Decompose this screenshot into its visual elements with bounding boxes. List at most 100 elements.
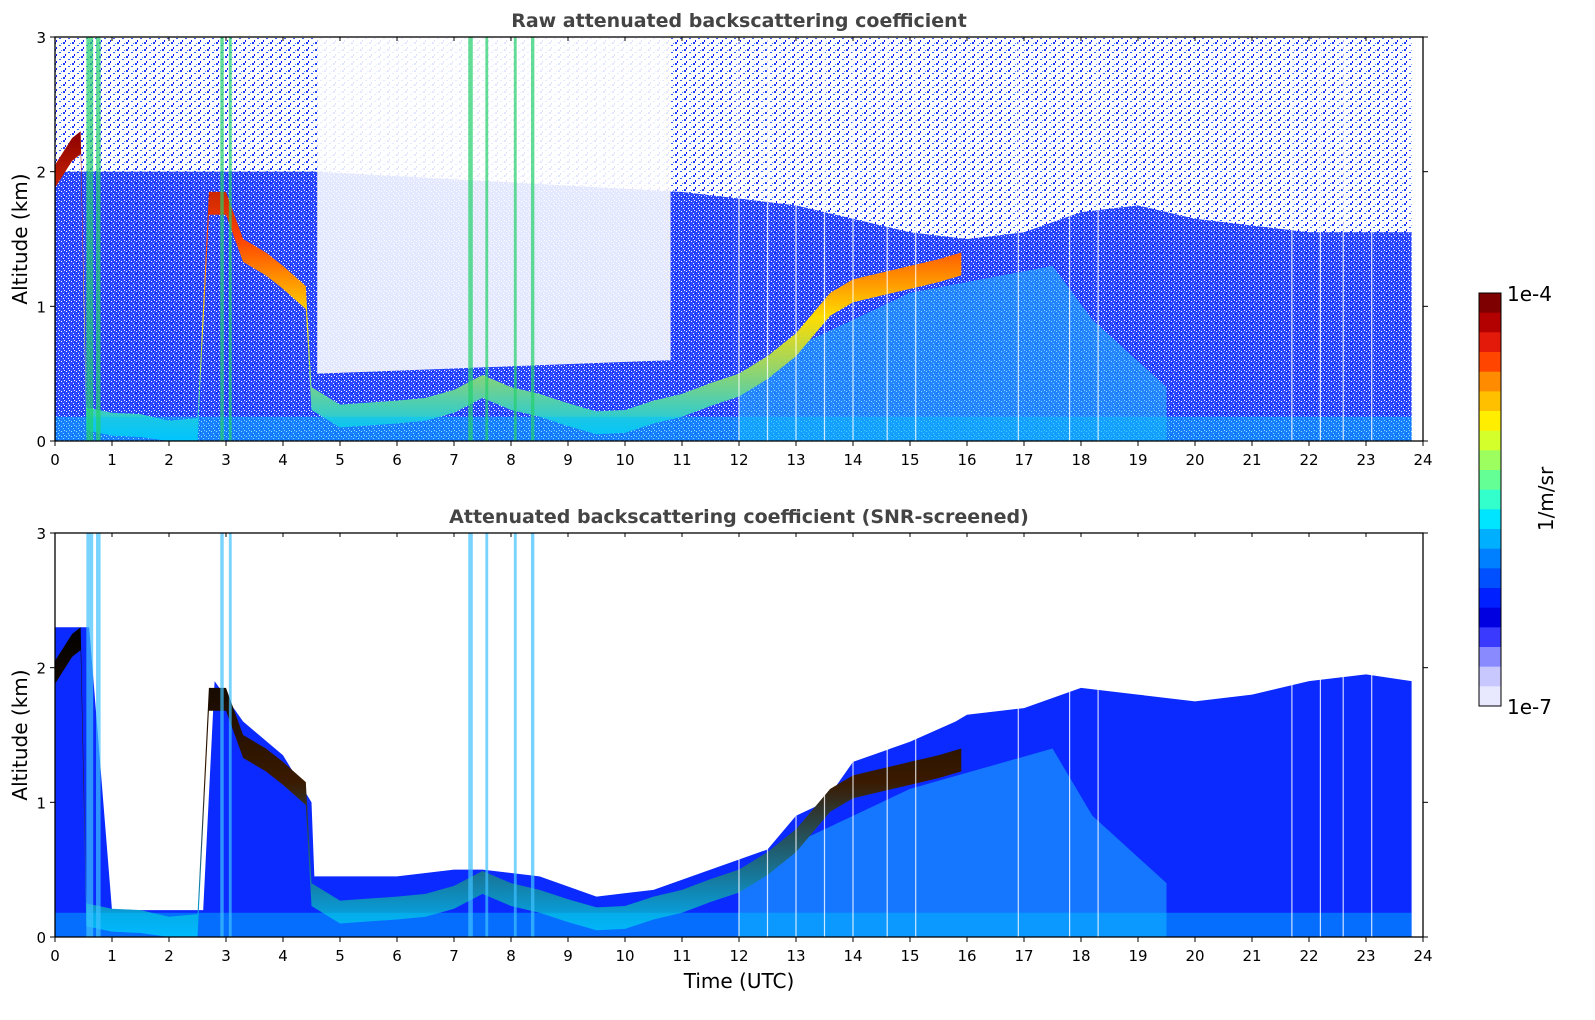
rain-streak — [228, 37, 232, 441]
colorbar-segment — [1479, 352, 1501, 373]
ylabel-raw: Altitude (km) — [8, 173, 32, 304]
title-screened: Attenuated backscattering coefficient (S… — [449, 506, 1029, 528]
axes-screened: 0 1 2 3 4 5 6 7 8 9 10 11 12 13 14 15 16 17 18 19 20 21 22 23 24… — [36, 525, 1432, 965]
x-tick-label: 14 — [843, 451, 862, 469]
colorbar-segment — [1479, 411, 1501, 432]
x-tick-label: 8 — [506, 947, 516, 965]
y-tick-label: 3 — [36, 29, 46, 47]
rain-streak — [228, 533, 232, 937]
x-tick-label: 17 — [1014, 451, 1033, 469]
x-tick-label: 18 — [1071, 947, 1090, 965]
colorbar-max-label: 1e-4 — [1507, 282, 1552, 306]
rain-streak — [468, 533, 473, 937]
ylabel-screened: Altitude (km) — [8, 669, 32, 800]
x-tick-label: 15 — [900, 451, 919, 469]
colorbar-segment — [1479, 450, 1501, 471]
rain-streak — [485, 533, 489, 937]
x-tick-label: 11 — [672, 947, 691, 965]
x-tick-label: 21 — [1242, 947, 1261, 965]
colorbar-segment — [1479, 293, 1501, 314]
rain-streak — [86, 533, 94, 937]
x-tick-label: 5 — [335, 451, 345, 469]
x-tick-label: 17 — [1014, 947, 1033, 965]
x-tick-label: 13 — [786, 451, 805, 469]
rain-streak — [220, 37, 224, 441]
x-tick-label: 20 — [1185, 451, 1204, 469]
x-tick-label: 24 — [1413, 451, 1432, 469]
axes-raw: 0 1 2 3 4 5 6 7 8 9 10 11 12 13 14 15 16 17 18 19 20 21 22 23 24… — [36, 29, 1432, 469]
x-tick-label: 4 — [278, 451, 288, 469]
colorbar-unit-label: 1/m/sr — [1534, 466, 1558, 531]
x-tick-label: 9 — [563, 451, 573, 469]
rain-streak — [96, 533, 101, 937]
colorbar-segment — [1479, 391, 1501, 412]
colorbar-segment — [1479, 548, 1501, 569]
x-tick-label: 7 — [449, 947, 459, 965]
x-tick-label: 3 — [221, 451, 231, 469]
colorbar-segment — [1479, 489, 1501, 510]
colorbar-segment — [1479, 332, 1501, 353]
colorbar-segment — [1479, 647, 1501, 668]
colorbar-segment — [1479, 529, 1501, 550]
x-tick-label: 6 — [392, 947, 402, 965]
y-tick-label: 2 — [36, 164, 46, 182]
x-tick-label: 15 — [900, 947, 919, 965]
rain-streak — [513, 533, 517, 937]
y-tick-label: 0 — [36, 433, 46, 451]
colorbar-min-label: 1e-7 — [1507, 695, 1552, 719]
heatmap-screened — [55, 533, 1412, 937]
x-tick-label: 0 — [50, 947, 60, 965]
title-raw: Raw attenuated backscattering coefficien… — [511, 10, 967, 32]
rain-streak — [96, 37, 101, 441]
x-tick-label: 4 — [278, 947, 288, 965]
colorbar-gradient — [1479, 293, 1501, 707]
colorbar-segment — [1479, 627, 1501, 648]
x-tick-label: 1 — [107, 451, 117, 469]
rain-streak — [220, 533, 224, 937]
x-tick-label: 6 — [392, 451, 402, 469]
x-tick-label: 19 — [1128, 947, 1147, 965]
x-tick-label: 23 — [1356, 947, 1375, 965]
rain-streak — [485, 37, 489, 441]
x-tick-label: 14 — [843, 947, 862, 965]
colorbar-segment — [1479, 588, 1501, 609]
y-tick-label: 2 — [36, 660, 46, 678]
x-tick-label: 10 — [615, 947, 634, 965]
x-tick-label: 12 — [729, 451, 748, 469]
x-tick-label: 8 — [506, 451, 516, 469]
colorbar-segment — [1479, 666, 1501, 687]
x-tick-label: 5 — [335, 947, 345, 965]
x-tick-label: 16 — [957, 451, 976, 469]
colorbar-segment — [1479, 607, 1501, 628]
panel-raw: Raw attenuated backscattering coefficien… — [8, 10, 1433, 469]
x-tick-label: 11 — [672, 451, 691, 469]
x-tick-label: 9 — [563, 947, 573, 965]
rain-streak — [513, 37, 517, 441]
x-tick-label: 23 — [1356, 451, 1375, 469]
x-tick-label: 13 — [786, 947, 805, 965]
heatmap-raw — [55, 37, 1412, 441]
x-tick-label: 1 — [107, 947, 117, 965]
surface-layer — [55, 912, 1412, 937]
x-tick-label: 22 — [1299, 947, 1318, 965]
colorbar-segment — [1479, 430, 1501, 451]
xlabel-time: Time (UTC) — [683, 969, 795, 993]
surface-layer — [55, 416, 1412, 441]
x-tick-label: 16 — [957, 947, 976, 965]
colorbar-segment — [1479, 470, 1501, 491]
colorbar-segment — [1479, 686, 1501, 707]
y-tick-label: 0 — [36, 929, 46, 947]
aerosol-layer — [739, 748, 1167, 937]
panel-screened: Attenuated backscattering coefficient (S… — [8, 506, 1433, 993]
x-tick-label: 12 — [729, 947, 748, 965]
colorbar-segment — [1479, 312, 1501, 333]
x-tick-label: 0 — [50, 451, 60, 469]
clear-air — [317, 37, 671, 374]
rain-streak — [530, 37, 535, 441]
y-tick-label: 1 — [36, 794, 46, 812]
rain-streak — [468, 37, 473, 441]
x-tick-label: 21 — [1242, 451, 1261, 469]
x-tick-label: 18 — [1071, 451, 1090, 469]
y-tick-label: 3 — [36, 525, 46, 543]
